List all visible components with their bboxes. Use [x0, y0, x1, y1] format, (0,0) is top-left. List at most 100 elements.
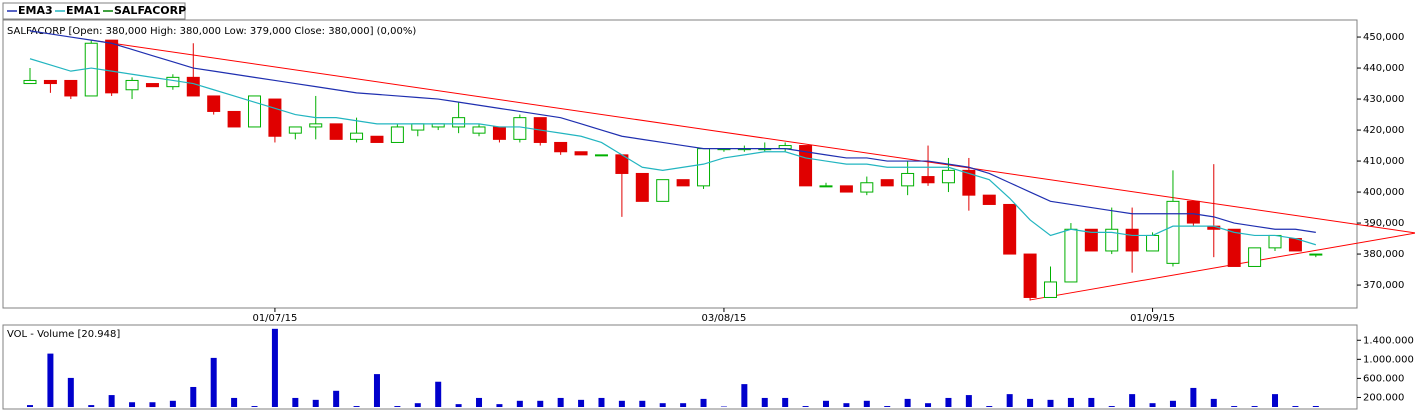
volume-bar: [231, 397, 238, 407]
volume-bar: [1027, 398, 1034, 407]
candle-body: [880, 179, 894, 187]
y-tick-label: 430,000: [1363, 94, 1404, 105]
candle-body: [1044, 281, 1057, 298]
candle-body: [23, 79, 37, 85]
y-tick-label: 1.000.000: [1363, 354, 1414, 365]
candle-body: [390, 126, 404, 143]
x-tick-label: 01/09/15: [1130, 313, 1175, 324]
volume-bar: [271, 328, 278, 407]
volume-bar: [1272, 394, 1279, 407]
volume-bar: [47, 353, 54, 407]
legend-label: EMA3: [18, 4, 53, 17]
trendline: [1030, 232, 1415, 301]
candle-body: [43, 79, 57, 85]
candle-body: [697, 148, 711, 187]
volume-bar: [333, 390, 340, 407]
volume-bar: [761, 397, 768, 407]
volume-bar: [945, 397, 952, 407]
candle-body: [166, 76, 180, 88]
volume-bar: [373, 374, 380, 407]
volume-bar: [741, 384, 748, 407]
volume-bar: [455, 404, 462, 407]
trendline: [91, 39, 1415, 234]
candle-body: [1064, 228, 1078, 283]
volume-bar: [639, 400, 646, 407]
candle-body: [1084, 228, 1098, 252]
candle-body: [145, 83, 159, 88]
volume-bar: [1231, 406, 1238, 407]
y-tick-label: 1.400.000: [1363, 335, 1414, 346]
candle-body: [84, 42, 98, 97]
volume-bar: [496, 404, 503, 407]
candle-body: [676, 179, 690, 187]
candle-body: [492, 126, 506, 140]
candle-body: [350, 132, 364, 140]
y-tick-label: 410,000: [1363, 156, 1404, 167]
candle-body: [554, 141, 568, 153]
candle-body: [635, 172, 649, 202]
candle-body: [941, 169, 955, 184]
volume-bar: [925, 403, 932, 407]
candle-body: [452, 117, 466, 128]
x-tick-label: 03/08/15: [701, 313, 746, 324]
volume-bar: [1129, 394, 1136, 407]
candle-body: [64, 79, 78, 97]
volume-bar: [394, 406, 401, 407]
volume-bar: [843, 403, 850, 407]
y-tick-label: 450,000: [1363, 32, 1404, 43]
y-tick-label: 400,000: [1363, 187, 1404, 198]
volume-bar: [557, 397, 564, 407]
volume-bar: [476, 397, 483, 407]
legend-label: EMA1: [66, 4, 101, 17]
candle-body: [1248, 247, 1262, 267]
legend-label: SALFACORP: [114, 4, 186, 17]
candle-body: [860, 182, 874, 193]
candle-body: [288, 126, 302, 134]
candle-body: [901, 172, 915, 187]
candle-body: [370, 135, 384, 143]
candle-body: [186, 76, 200, 97]
volume-bar: [108, 395, 115, 407]
volume-bar: [435, 381, 442, 407]
candle-body: [309, 123, 323, 128]
candle-body: [1105, 228, 1119, 252]
candle-body: [472, 126, 486, 134]
candle-body: [248, 95, 262, 128]
candle-body: [268, 98, 282, 137]
volume-bar: [822, 400, 829, 407]
candle-body: [1003, 203, 1017, 255]
candle-body: [1146, 234, 1160, 252]
volume-bar: [965, 395, 972, 407]
candle-body: [125, 79, 139, 91]
legend: [2, 2, 186, 20]
volume-bar: [1251, 406, 1258, 407]
candle-body: [411, 123, 425, 131]
candle-body: [207, 95, 221, 112]
volume-bar: [578, 399, 585, 407]
y-tick-label: 420,000: [1363, 125, 1404, 136]
volume-panel: [2, 324, 1358, 410]
volume-bar: [88, 405, 95, 407]
volume-bar: [598, 397, 605, 407]
price-title: SALFACORP [Open: 380,000 High: 380,000 L…: [7, 26, 416, 37]
volume-bar: [353, 406, 360, 407]
volume-bar: [292, 397, 299, 407]
volume-bar: [1067, 397, 1074, 407]
volume-bar: [1047, 399, 1054, 407]
candle-body: [513, 117, 527, 140]
volume-bar: [1088, 397, 1095, 407]
volume-bar: [251, 406, 258, 407]
ema-line: [29, 58, 1317, 246]
volume-bar: [1292, 406, 1299, 407]
candle-body: [1186, 200, 1200, 224]
volume-bar: [680, 403, 687, 407]
volume-bar: [802, 406, 809, 407]
volume-bar: [904, 398, 911, 407]
volume-bar: [1169, 400, 1176, 407]
volume-bar: [659, 403, 666, 407]
volume-bar: [618, 400, 625, 407]
y-tick-label: 440,000: [1363, 63, 1404, 74]
volume-bar: [782, 397, 789, 407]
volume-bar: [1006, 394, 1013, 407]
volume-title: VOL - Volume [20.948]: [7, 329, 120, 340]
